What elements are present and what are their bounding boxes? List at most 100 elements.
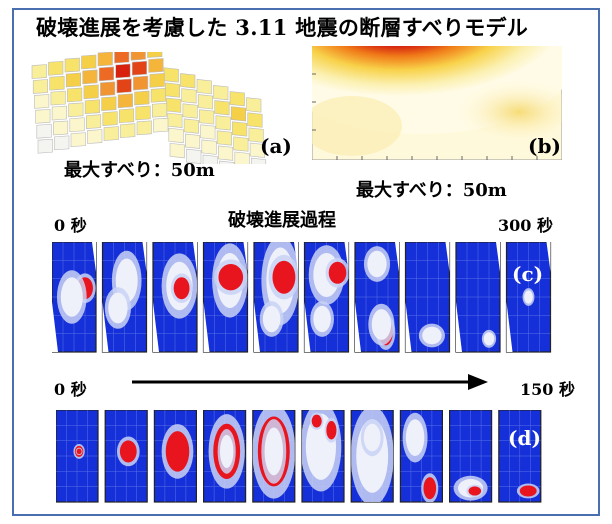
snapshot-panel — [254, 242, 299, 352]
panel-c-label: (c) — [512, 262, 543, 286]
figure-title: 破壊進展を考慮した 3.11 地震の断層すべりモデル — [36, 12, 528, 42]
fault-patch — [116, 64, 131, 78]
fault-patch — [53, 121, 68, 135]
fault-patch — [69, 103, 84, 117]
fault-patch — [135, 91, 150, 105]
snapshot-panel — [204, 242, 248, 352]
fault-patch — [88, 130, 103, 144]
fault-patch — [214, 85, 229, 100]
row-d-end-time: 150 秒 — [520, 376, 575, 400]
fault-patch — [38, 139, 53, 153]
row-c-title: 破壊進展過程 — [228, 206, 336, 232]
fault-patch — [121, 124, 136, 138]
snapshot-panel — [400, 410, 442, 503]
fault-patch — [165, 83, 180, 98]
snapshot-panel — [105, 410, 147, 502]
fault-patch — [104, 127, 119, 141]
fault-patch — [232, 122, 247, 137]
fault-patch — [148, 52, 163, 58]
snapshot-panel — [351, 410, 394, 504]
fault-patch — [136, 106, 151, 120]
fault-patch — [118, 94, 133, 108]
fault-patch — [220, 161, 235, 164]
panel-a-max-slip: 最大すべり：50m — [64, 156, 215, 182]
fault-patch — [55, 136, 70, 150]
fault-patch — [230, 91, 245, 106]
fault-patch — [185, 134, 200, 149]
fault-patch — [83, 70, 98, 84]
snapshot-panel — [305, 242, 350, 352]
snapshot-panel — [456, 242, 500, 352]
fault-patch — [86, 115, 101, 129]
time-arrow — [132, 372, 492, 392]
row-c-start-time: 0 秒 — [54, 212, 87, 236]
fault-patch — [197, 79, 212, 94]
row-d-start-time: 0 秒 — [54, 376, 87, 400]
fault-patch — [34, 94, 49, 108]
fault-patch — [82, 55, 97, 69]
fault-patch — [36, 109, 51, 123]
fault-patch — [98, 52, 113, 66]
fault-patch — [117, 79, 131, 93]
fault-patch — [164, 68, 179, 83]
fault-patch — [151, 88, 166, 102]
rupture-snapshots-d — [56, 410, 556, 504]
fault-patch — [32, 65, 47, 79]
fault-patch — [115, 52, 130, 63]
fault-patch — [248, 113, 263, 128]
fault-patch — [152, 103, 167, 117]
row-c-end-time: 300 秒 — [498, 212, 553, 236]
panel-d-label: (d) — [508, 426, 541, 450]
snapshot-panel — [499, 410, 541, 502]
snapshot-panel — [355, 242, 399, 352]
snapshot-panel — [154, 410, 196, 502]
snapshot-panel — [252, 410, 295, 502]
snapshot-panel — [153, 242, 197, 352]
snapshot-panel — [507, 242, 551, 352]
fault-patch — [183, 104, 198, 119]
fault-3d-slip-grid — [26, 52, 276, 164]
fault-patch — [149, 58, 164, 72]
fault-patch — [85, 100, 100, 114]
fault-patch — [84, 85, 99, 99]
fault-patch — [50, 76, 64, 90]
snapshot-panel — [103, 242, 147, 352]
fault-patch — [70, 118, 85, 132]
fault-patch — [99, 67, 114, 81]
fault-patch — [231, 107, 246, 122]
panel-b-max-slip: 最大すべり：50m — [356, 176, 507, 202]
fault-patch — [102, 97, 117, 111]
fault-patch — [103, 112, 118, 126]
fault-patch — [217, 131, 232, 146]
fault-patch — [67, 88, 82, 102]
fault-patch — [154, 118, 169, 132]
snapshot-panel — [204, 410, 246, 502]
fault-patch — [49, 61, 64, 75]
rupture-snapshots-c — [52, 242, 562, 356]
fault-patch — [169, 128, 184, 143]
fault-patch — [71, 133, 86, 147]
fault-patch — [33, 79, 48, 93]
snapshot-panel — [56, 410, 98, 502]
fault-patch — [198, 94, 213, 109]
panel-a-label: (a) — [260, 134, 292, 158]
fault-patch — [66, 73, 81, 87]
panel-b-label: (b) — [528, 134, 561, 158]
fault-patch — [150, 73, 165, 87]
snapshot-panel — [450, 410, 492, 502]
fault-patch — [132, 61, 147, 75]
snapshot-panel — [300, 410, 344, 502]
fault-patch — [51, 91, 66, 105]
slip-contour-map — [312, 46, 562, 160]
fault-patch — [133, 76, 148, 90]
fault-patch — [166, 98, 181, 113]
snapshot-panel — [406, 242, 450, 352]
fault-patch — [218, 146, 233, 161]
fault-patch — [137, 121, 152, 135]
fault-patch — [247, 98, 262, 113]
fault-patch — [181, 73, 196, 88]
fault-patch — [52, 106, 67, 120]
fault-patch — [234, 137, 249, 152]
fault-patch — [131, 52, 146, 60]
fault-patch — [100, 82, 115, 96]
